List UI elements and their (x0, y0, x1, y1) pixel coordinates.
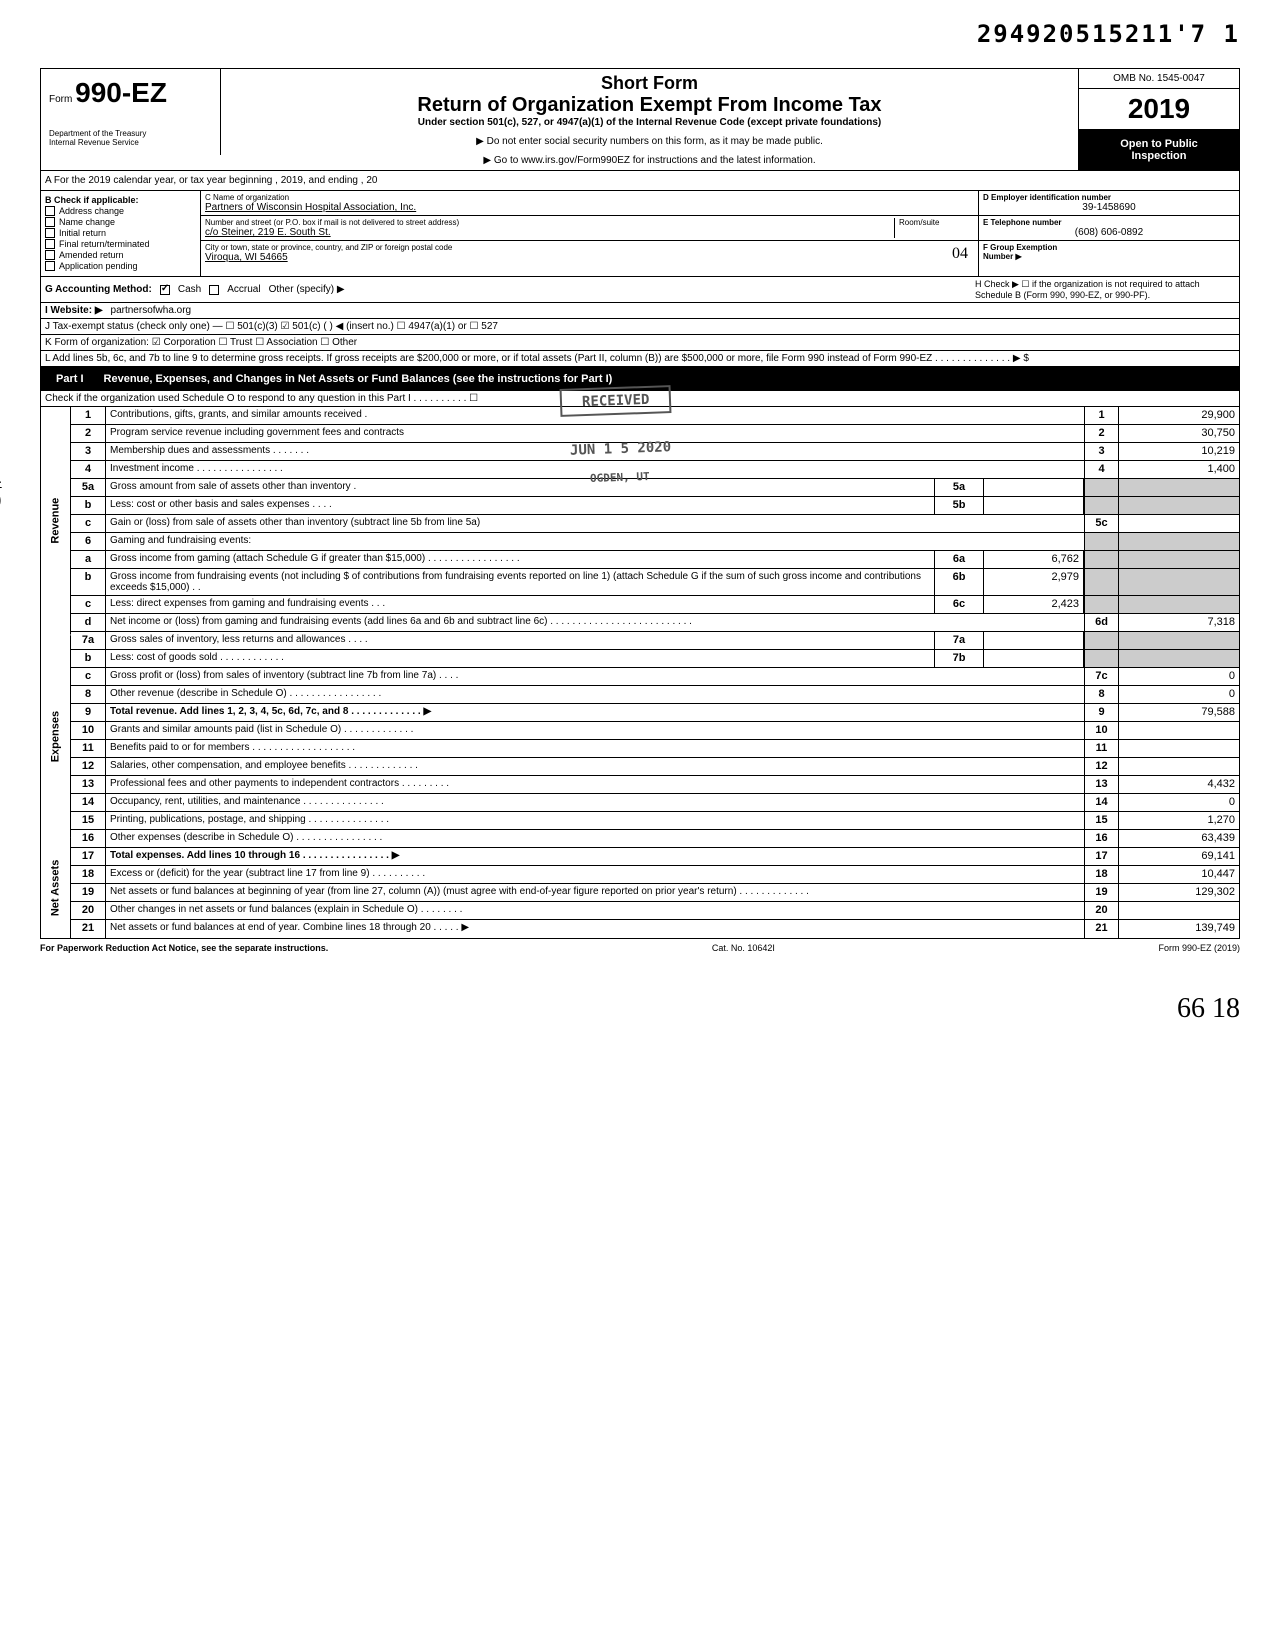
row-h: H Check ▶ ☐ if the organization is not r… (975, 279, 1235, 300)
footer: For Paperwork Reduction Act Notice, see … (40, 943, 1240, 953)
chk-name[interactable] (45, 217, 55, 227)
chk-address[interactable] (45, 206, 55, 216)
form-header: Form 990-EZ Department of the Treasury I… (40, 68, 1240, 171)
footer-left: For Paperwork Reduction Act Notice, see … (40, 943, 328, 953)
netassets-label: Net Assets (41, 837, 71, 938)
city: Viroqua, WI 54665 (205, 252, 974, 263)
chk-accrual[interactable] (209, 285, 219, 295)
name-label: C Name of organization (205, 193, 974, 202)
group-label: F Group Exemption Number ▶ (983, 243, 1235, 261)
chk-initial[interactable] (45, 228, 55, 238)
row-a-calendar: A For the 2019 calendar year, or tax yea… (40, 171, 1240, 191)
city-label: City or town, state or province, country… (205, 243, 974, 252)
room-label: Room/suite (899, 218, 974, 227)
footer-mid: Cat. No. 10642I (712, 943, 775, 953)
stamp-received: RECEIVED (560, 385, 672, 417)
form-subtitle: Under section 501(c), 527, or 4947(a)(1)… (229, 117, 1070, 128)
bottom-handwritten: 66 18 (40, 993, 1240, 1025)
tax-year: 2019 (1079, 89, 1239, 130)
street-label: Number and street (or P.O. box if mail i… (205, 218, 894, 227)
open-public: Open to Public Inspection (1079, 130, 1239, 170)
department: Department of the Treasury Internal Reve… (49, 129, 212, 147)
stamp-ogden: OGDEN, UT (570, 465, 670, 489)
revenue-label: Revenue (41, 407, 71, 635)
note-website: ▶ Go to www.irs.gov/Form990EZ for instru… (229, 155, 1070, 166)
chk-cash[interactable] (160, 285, 170, 295)
omb-number: OMB No. 1545-0047 (1079, 69, 1239, 89)
section-b-label: B Check if applicable: (45, 195, 196, 205)
phone-label: E Telephone number (983, 218, 1235, 227)
short-form-label: Short Form (229, 73, 1070, 94)
row-k: K Form of organization: ☑ Corporation ☐ … (40, 335, 1240, 351)
info-grid: B Check if applicable: Address change Na… (40, 191, 1240, 277)
chk-pending[interactable] (45, 261, 55, 271)
document-id: 294920515211'7 1 (40, 20, 1240, 48)
ein-label: D Employer identification number (983, 193, 1235, 202)
row-j: J Tax-exempt status (check only one) — ☐… (40, 319, 1240, 335)
chk-final[interactable] (45, 239, 55, 249)
row-l: L Add lines 5b, 6c, and 7b to line 9 to … (40, 351, 1240, 367)
expenses-label: Expenses (41, 635, 71, 837)
note-ssn: ▶ Do not enter social security numbers o… (229, 136, 1070, 147)
row-g: G Accounting Method: Cash Accrual Other … (40, 277, 1240, 303)
form-number: Form 990-EZ (49, 77, 212, 109)
row-i: I Website: ▶ partnersofwha.org (40, 303, 1240, 319)
chk-amended[interactable] (45, 250, 55, 260)
footer-right: Form 990-EZ (2019) (1158, 943, 1240, 953)
handwritten-04: 04 (952, 245, 968, 263)
org-name: Partners of Wisconsin Hospital Associati… (205, 202, 974, 213)
ein: 39-1458690 (983, 202, 1235, 213)
website: partnersofwha.org (111, 305, 192, 316)
street: c/o Steiner, 219 E. South St. (205, 227, 894, 238)
form-title: Return of Organization Exempt From Incom… (229, 94, 1070, 117)
stamp-date: JUN 1 5 2020 (550, 435, 692, 464)
margin-fraction: 04 00 (0, 470, 2, 512)
phone: (608) 606-0892 (983, 227, 1235, 238)
